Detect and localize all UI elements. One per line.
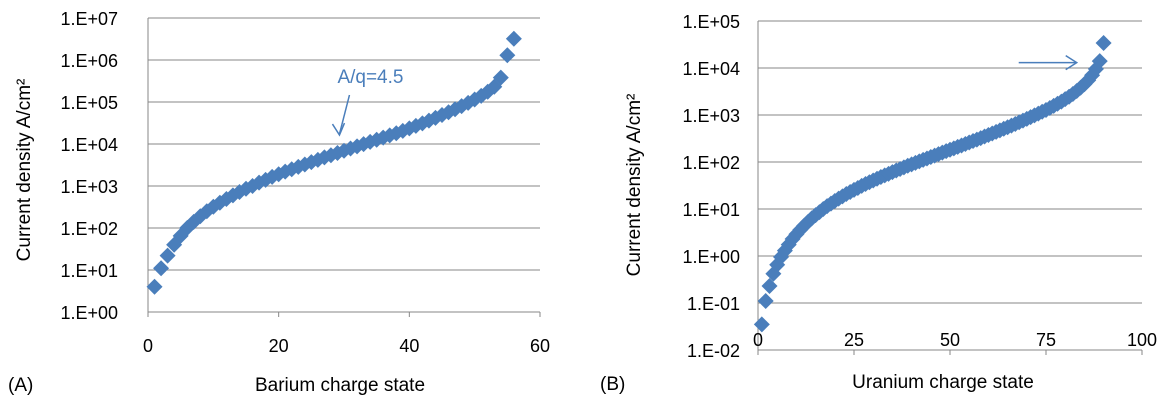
chart-a-annotation-label: A/q=4.5 [337, 67, 403, 88]
chart-b-annotation-arrowhead [1065, 55, 1079, 71]
chart-a-ytick-label: 1.E+07 [60, 9, 118, 29]
chart-a-ytick-label: 1.E+01 [60, 261, 118, 281]
chart-a-data-point [505, 30, 522, 47]
chart-b-ylabel: Current density A/cm² [624, 94, 645, 277]
chart-b-ytick-label: 1.E+02 [682, 153, 740, 173]
chart-b-data-point [1095, 35, 1112, 52]
chart-b-data-point [761, 277, 778, 294]
chart-a-ytick-label: 1.E+04 [60, 135, 118, 155]
chart-a-ytick-label: 1.E+02 [60, 219, 118, 239]
chart-b-ytick-label: 1.E+03 [682, 106, 740, 126]
chart-a-ytick-label: 1.E+03 [60, 177, 118, 197]
chart-a-xlabel: Barium charge state [255, 375, 425, 396]
chart-b: Current density A/cm² Uranium charge sta… [600, 12, 1157, 395]
chart-a-data-point [499, 47, 516, 64]
chart-a-annotation-arrowhead [331, 122, 346, 137]
chart-b-ytick-label: 1.E+00 [682, 247, 740, 267]
chart-b-xtick-label: 100 [1127, 330, 1157, 350]
chart-a-panel-label: (A) [8, 375, 33, 396]
chart-b-data-point [753, 316, 770, 333]
chart-b-xlabel: Uranium charge state [852, 372, 1034, 393]
chart-b-xtick-label: 0 [753, 330, 763, 350]
chart-a-annotation-arrow [338, 94, 351, 135]
chart-a-xtick-label: 40 [399, 336, 419, 356]
chart-a-ytick-label: 1.E+05 [60, 93, 118, 113]
chart-b-data-point [1091, 53, 1108, 70]
chart-b-ytick-label: 1.E-01 [687, 294, 740, 314]
chart-a-data-point [492, 69, 509, 86]
chart-b-panel-label: (B) [600, 374, 625, 395]
chart-a-data-point [146, 278, 163, 295]
chart-b-ytick-label: 1.E+05 [682, 12, 740, 32]
chart-b-xtick-label: 75 [1036, 330, 1056, 350]
chart-b-ytick-label: 1.E+01 [682, 200, 740, 220]
chart-a-xtick-label: 0 [143, 336, 153, 356]
chart-a-ytick-label: 1.E+06 [60, 51, 118, 71]
chart-b-xtick-label: 50 [940, 330, 960, 350]
chart-a-data-point [381, 127, 398, 144]
chart-a-data-point [159, 247, 176, 264]
chart-a-xtick-label: 60 [530, 336, 550, 356]
chart-b-xtick-label: 25 [844, 330, 864, 350]
chart-a-ylabel: Current density A/cm² [14, 79, 35, 262]
chart-a-data-point [388, 125, 405, 142]
chart-a-data-point [153, 260, 170, 277]
chart-a: Current density A/cm² Barium charge stat… [8, 9, 550, 396]
chart-b-ytick-label: 1.E+04 [682, 59, 740, 79]
chart-a-xtick-label: 20 [269, 336, 289, 356]
chart-b-ytick-label: 1.E-02 [687, 341, 740, 361]
chart-b-data-point [757, 293, 774, 310]
chart-a-ytick-label: 1.E+00 [60, 303, 118, 323]
